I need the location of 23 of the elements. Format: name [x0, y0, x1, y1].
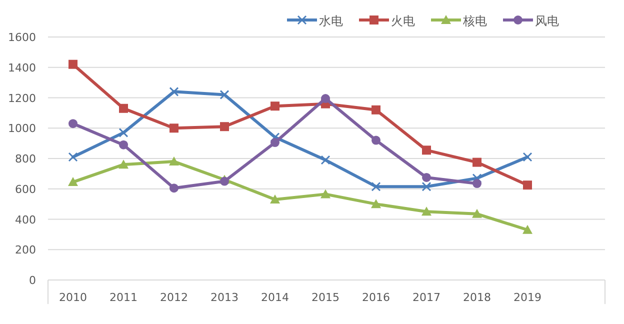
y-tick-label: 800 — [15, 152, 36, 166]
x-tick-label: 2014 — [261, 291, 289, 304]
y-tick-label: 1000 — [8, 122, 36, 136]
x-tick-label: 2010 — [59, 291, 87, 304]
legend-label: 核电 — [462, 14, 487, 28]
y-tick-label: 0 — [29, 274, 36, 287]
x-tick-label: 2015 — [312, 291, 340, 304]
y-tick-label: 1200 — [8, 92, 36, 105]
x-tick-label: 2013 — [210, 291, 238, 304]
legend-label: 火电 — [391, 14, 415, 28]
legend-label: 风电 — [535, 14, 559, 28]
x-tick-label: 2011 — [110, 291, 138, 304]
x-tick-label: 2018 — [463, 291, 491, 304]
x-tick-label: 2019 — [514, 291, 542, 304]
y-tick-label: 400 — [15, 213, 36, 226]
y-tick-label: 600 — [15, 182, 36, 196]
x-tick-label: 2012 — [160, 291, 188, 304]
x-tick-label: 2016 — [362, 291, 390, 304]
legend-label: 水电 — [319, 14, 343, 28]
x-tick-label: 2017 — [412, 291, 440, 304]
y-tick-label: 200 — [15, 244, 36, 257]
y-tick-label: 1600 — [8, 31, 36, 44]
y-tick-label: 1400 — [8, 61, 36, 74]
